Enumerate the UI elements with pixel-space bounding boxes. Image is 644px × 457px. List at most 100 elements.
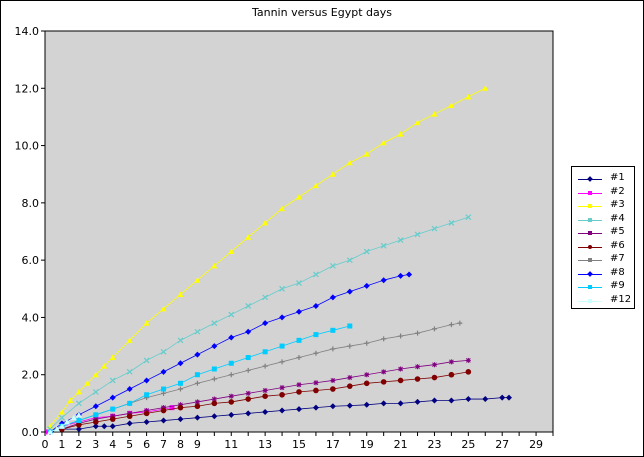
data-point: [505, 394, 512, 401]
data-point: [211, 262, 218, 269]
data-point: [262, 219, 269, 226]
data-point: [143, 377, 150, 384]
data-point: [245, 390, 251, 396]
data-point: [245, 234, 252, 240]
data-point: [76, 422, 82, 428]
series-layer: [45, 85, 512, 435]
data-point: [397, 272, 404, 279]
data-point: [363, 380, 370, 387]
x-tick-label: 0: [42, 438, 49, 451]
data-point: [194, 351, 201, 358]
data-point: [109, 354, 116, 361]
chart-title: Tannin versus Egypt days: [251, 6, 392, 19]
legend-swatch-marker: [587, 176, 593, 182]
data-point: [75, 400, 82, 407]
data-point: [92, 423, 99, 430]
data-point: [75, 388, 82, 395]
data-point: [380, 139, 387, 146]
series-10: [47, 411, 82, 435]
data-point: [296, 389, 302, 395]
data-point: [262, 393, 268, 399]
data-point: [380, 379, 387, 385]
data-point: [312, 404, 319, 411]
legend-label: #8: [610, 266, 625, 278]
data-point: [457, 320, 463, 326]
data-point: [211, 320, 218, 327]
legend-item: #5: [576, 226, 634, 239]
legend-item: #1: [576, 172, 634, 185]
data-point: [169, 405, 175, 411]
data-point: [109, 377, 116, 384]
data-point: [144, 392, 150, 398]
x-tick-label: 4: [109, 438, 116, 451]
data-point: [431, 362, 437, 368]
data-point: [465, 93, 472, 100]
x-tick-label: 29: [529, 438, 543, 451]
data-point: [330, 327, 336, 333]
series-line: [49, 216, 469, 430]
data-point: [126, 368, 133, 375]
legend-item: #2: [576, 186, 634, 199]
legend-label: #4: [610, 212, 625, 224]
data-point: [406, 271, 413, 278]
data-point: [296, 308, 302, 315]
data-point: [161, 386, 167, 392]
data-point: [279, 359, 285, 365]
data-point: [329, 171, 336, 177]
data-point: [93, 419, 99, 425]
data-point: [330, 377, 336, 383]
data-point: [448, 219, 455, 226]
data-point: [296, 382, 302, 388]
data-point: [296, 337, 302, 343]
data-point: [126, 420, 133, 427]
data-point: [211, 396, 217, 402]
legend-label: #7: [610, 253, 625, 264]
data-point: [143, 357, 150, 364]
data-point: [296, 280, 302, 286]
data-point: [397, 237, 404, 244]
legend-swatch-marker: [588, 285, 592, 289]
data-point: [92, 388, 99, 395]
data-point: [363, 151, 370, 157]
data-point: [126, 337, 133, 343]
data-point: [177, 386, 183, 392]
legend-swatch-marker: [588, 244, 592, 249]
data-point: [59, 414, 65, 421]
data-point: [67, 397, 74, 403]
legend-swatch-marker: [588, 298, 592, 303]
data-point: [84, 380, 91, 386]
x-tick-label: 8: [177, 438, 184, 451]
y-tick-label: 8.0: [22, 197, 40, 210]
data-point: [194, 414, 201, 421]
data-point: [92, 371, 99, 378]
data-point: [279, 343, 285, 349]
data-point: [58, 408, 65, 415]
x-tick-label: 27: [495, 438, 509, 451]
data-point: [465, 369, 472, 375]
series-3: [47, 85, 489, 429]
x-tick-label: 5: [126, 438, 133, 451]
data-point: [228, 393, 234, 399]
data-point: [194, 403, 201, 410]
data-point: [228, 334, 235, 341]
data-point: [398, 333, 404, 339]
data-point: [177, 291, 184, 298]
data-point: [160, 305, 167, 312]
data-point: [380, 242, 387, 249]
data-point: [363, 248, 370, 255]
data-point: [296, 406, 302, 413]
legend-swatch-marker: [588, 190, 592, 195]
data-point: [347, 323, 353, 329]
data-point: [177, 402, 183, 408]
data-point: [126, 413, 133, 420]
data-point: [177, 360, 184, 367]
legend: #1 #2 #3 #4 #5 #6 #7 #8 #9 #12: [571, 166, 635, 309]
data-point: [363, 282, 370, 289]
data-point: [144, 408, 150, 414]
data-point: [262, 387, 268, 393]
data-point: [245, 355, 251, 361]
data-point: [70, 414, 77, 421]
data-point: [397, 377, 404, 384]
data-point: [245, 328, 252, 335]
data-point: [313, 350, 319, 356]
